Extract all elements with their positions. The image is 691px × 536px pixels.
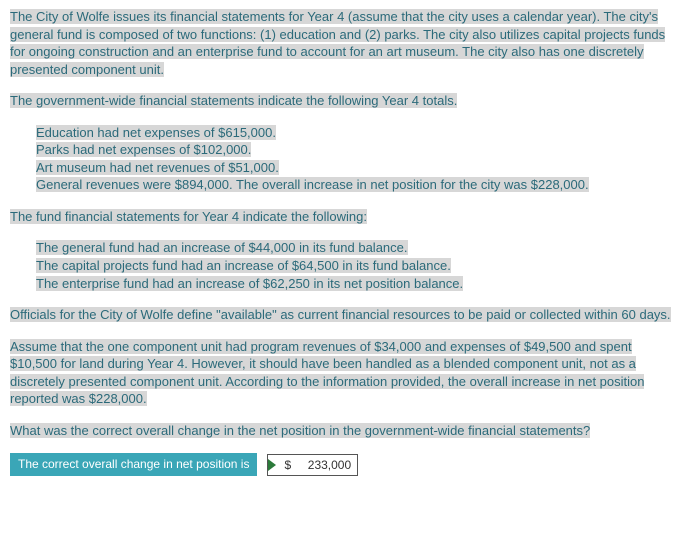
answer-row: The correct overall change in net positi… bbox=[10, 453, 681, 475]
list-gov-wide: Education had net expenses of $615,000. … bbox=[10, 124, 681, 194]
document-body: The City of Wolfe issues its financial s… bbox=[0, 0, 691, 484]
list-item: The enterprise fund had an increase of $… bbox=[36, 276, 463, 291]
currency-symbol: $ bbox=[278, 458, 297, 472]
text-gov-wide-heading: The government-wide financial statements… bbox=[10, 93, 457, 108]
list-item: The capital projects fund had an increas… bbox=[36, 258, 451, 273]
text-question: What was the correct overall change in t… bbox=[10, 423, 590, 438]
list-item: The general fund had an increase of $44,… bbox=[36, 240, 408, 255]
answer-label: The correct overall change in net positi… bbox=[10, 453, 257, 475]
list-fund: The general fund had an increase of $44,… bbox=[10, 239, 681, 292]
paragraph-fund-heading: The fund financial statements for Year 4… bbox=[10, 208, 681, 226]
paragraph-assume: Assume that the one component unit had p… bbox=[10, 338, 681, 408]
list-item: Education had net expenses of $615,000. bbox=[36, 125, 276, 140]
list-item: General revenues were $894,000. The over… bbox=[36, 177, 589, 192]
text-intro: The City of Wolfe issues its financial s… bbox=[10, 9, 665, 77]
list-item: Art museum had net revenues of $51,000. bbox=[36, 160, 279, 175]
list-item: Parks had net expenses of $102,000. bbox=[36, 142, 251, 157]
answer-value: 233,000 bbox=[297, 458, 357, 472]
answer-input[interactable]: $ 233,000 bbox=[267, 454, 358, 476]
text-assume: Assume that the one component unit had p… bbox=[10, 339, 644, 407]
paragraph-available: Officials for the City of Wolfe define "… bbox=[10, 306, 681, 324]
paragraph-question: What was the correct overall change in t… bbox=[10, 422, 681, 440]
text-fund-heading: The fund financial statements for Year 4… bbox=[10, 209, 367, 224]
paragraph-intro: The City of Wolfe issues its financial s… bbox=[10, 8, 681, 78]
formula-marker-icon bbox=[268, 459, 276, 471]
text-available: Officials for the City of Wolfe define "… bbox=[10, 307, 671, 322]
paragraph-gov-wide-heading: The government-wide financial statements… bbox=[10, 92, 681, 110]
